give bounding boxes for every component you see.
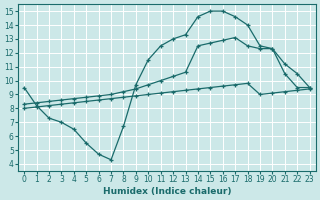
X-axis label: Humidex (Indice chaleur): Humidex (Indice chaleur) [103,187,231,196]
